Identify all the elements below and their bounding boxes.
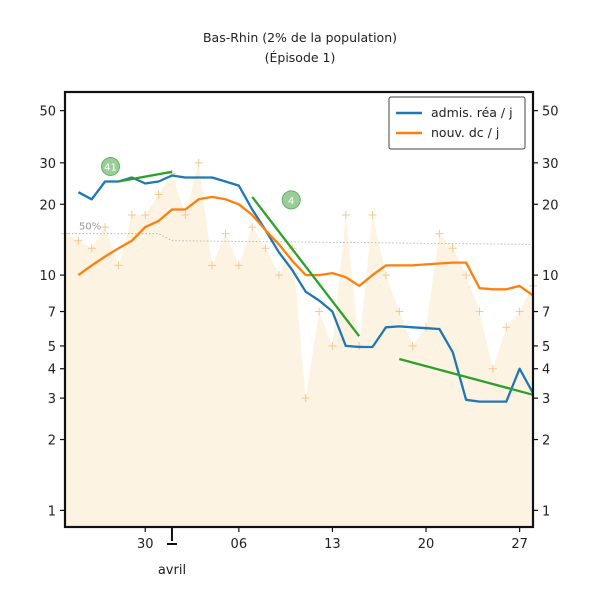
background-marker <box>488 364 497 373</box>
y-tick-label-left: 20 <box>39 198 56 213</box>
background-marker <box>248 223 257 232</box>
trend-line <box>399 357 534 396</box>
background-marker <box>448 244 457 253</box>
background-marker <box>114 261 123 270</box>
plot-frame <box>63 90 535 529</box>
background-marker <box>408 341 417 350</box>
legend-label: admis. réa / j <box>431 105 513 120</box>
y-tick-label-right: 20 <box>542 198 559 213</box>
y-tick-label-left: 10 <box>39 269 56 284</box>
trend-line <box>118 170 173 183</box>
trend-badge <box>281 190 301 210</box>
legend-label: nouv. dc / j <box>431 125 499 140</box>
y-tick-label-left: 5 <box>48 340 56 355</box>
y-tick-label-left: 50 <box>39 105 56 120</box>
y-tick-label-right: 7 <box>542 306 550 321</box>
background-marker <box>194 158 203 167</box>
y-tick-label-right: 50 <box>542 105 559 120</box>
chart-subtitle: (Épisode 1) <box>265 50 336 65</box>
background-marker <box>515 307 524 316</box>
background-marker <box>261 244 270 253</box>
background-marker <box>127 211 136 220</box>
background-marker <box>341 211 350 220</box>
background-marker <box>368 211 377 220</box>
trend-badge-label: 41 <box>104 162 117 173</box>
background-marker <box>208 261 217 270</box>
background-marker <box>475 307 484 316</box>
legend-box <box>388 96 526 150</box>
background-marker <box>87 244 96 253</box>
y-tick-label-left: 2 <box>48 434 56 449</box>
y-tick-label-left: 1 <box>48 504 56 519</box>
background-marker <box>234 261 243 270</box>
y-tick-label-right: 5 <box>542 340 550 355</box>
y-tick-label-left: 7 <box>48 306 56 321</box>
chart-title: Bas-Rhin (2% de la population) <box>203 30 397 45</box>
y-tick-label-right: 1 <box>542 504 550 519</box>
y-tick-label-right: 4 <box>542 363 550 378</box>
series-line-admis-rea <box>77 174 535 403</box>
trend-badge-label: 4 <box>288 196 294 207</box>
reference-line-label: 50% <box>79 222 101 233</box>
x-tick-label: 27 <box>511 537 528 552</box>
month-label: avril <box>158 563 186 578</box>
x-tick-label: 06 <box>231 537 248 552</box>
background-marker <box>154 190 163 199</box>
y-tick-label-right: 2 <box>542 434 550 449</box>
y-tick-label-left: 3 <box>48 392 56 407</box>
background-marker <box>274 271 283 280</box>
background-marker <box>221 229 230 238</box>
background-marker <box>435 229 444 238</box>
x-tick-label: 20 <box>418 537 435 552</box>
y-tick-label-right: 3 <box>542 392 550 407</box>
background-marker <box>74 236 83 245</box>
background-marker <box>301 394 310 403</box>
background-marker <box>101 223 110 232</box>
background-marker <box>462 271 471 280</box>
x-tick-label: 30 <box>137 537 154 552</box>
x-tick-label: 13 <box>324 537 341 552</box>
y-tick-label-right: 10 <box>542 269 559 284</box>
y-tick-label-left: 30 <box>39 157 56 172</box>
y-tick-label-right: 30 <box>542 157 559 172</box>
background-area <box>65 162 533 528</box>
series-line-nouv-dc <box>77 195 534 297</box>
background-marker <box>328 341 337 350</box>
background-marker <box>315 307 324 316</box>
background-marker <box>141 211 150 220</box>
background-marker <box>502 323 511 332</box>
background-marker <box>395 307 404 316</box>
y-tick-label-left: 4 <box>48 363 56 378</box>
trend-badge <box>100 156 120 176</box>
background-marker <box>181 211 190 220</box>
background-marker <box>381 271 390 280</box>
trend-line <box>251 196 361 337</box>
reference-line <box>65 233 534 245</box>
